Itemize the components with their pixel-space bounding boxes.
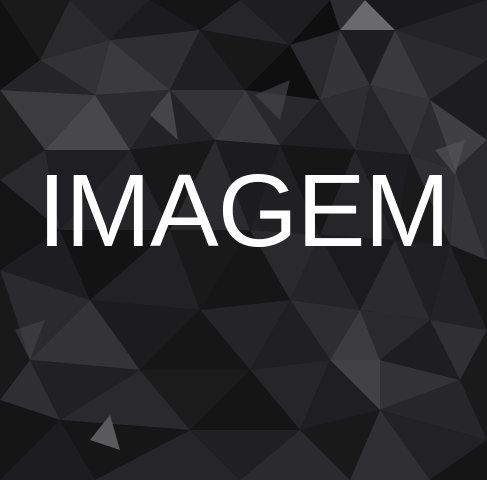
image-title: IMAGEM	[37, 153, 451, 268]
